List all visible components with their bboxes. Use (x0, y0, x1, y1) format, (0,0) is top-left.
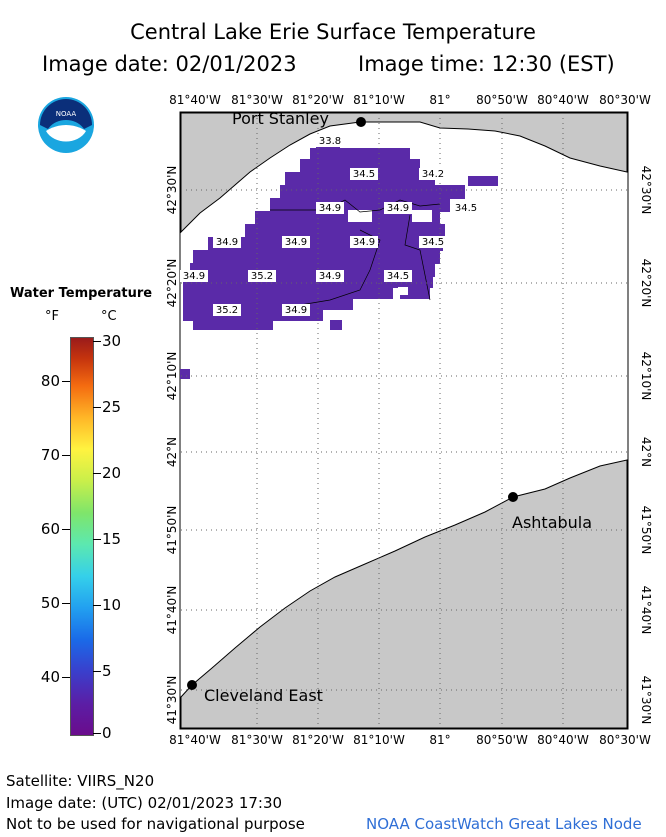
svg-text:42°10'N: 42°10'N (165, 352, 179, 401)
svg-text:42°30'N: 42°30'N (165, 166, 179, 215)
svg-text:33.8: 33.8 (319, 136, 341, 147)
svg-text:41°40'N: 41°40'N (165, 586, 179, 635)
lat-labels: 42°30'N 42°20'N 42°10'N 42°N 41°50'N 41°… (165, 166, 653, 725)
c-label-0: 0 (102, 724, 112, 742)
color-scale-bar (70, 337, 94, 736)
ashtabula-label: Ashtabula (512, 513, 592, 532)
svg-text:41°50'N: 41°50'N (639, 506, 653, 555)
svg-text:81°: 81° (429, 93, 450, 107)
svg-text:34.9: 34.9 (183, 271, 205, 282)
svg-text:34.5: 34.5 (353, 169, 375, 180)
svg-text:41°30'N: 41°30'N (165, 676, 179, 725)
svg-text:42°20'N: 42°20'N (639, 259, 653, 308)
land-south (180, 459, 628, 729)
svg-text:80°50'W: 80°50'W (476, 93, 528, 107)
temperature-labels: 33.8 34.5 34.2 34.9 34.9 34.5 34.9 34.9 … (180, 135, 480, 316)
svg-text:34.2: 34.2 (422, 169, 444, 180)
svg-text:81°10'W: 81°10'W (353, 733, 405, 747)
city-labels: Port Stanley Ashtabula Cleveland East (204, 109, 592, 705)
legend-unit-c: °C (101, 309, 117, 324)
svg-text:42°N: 42°N (165, 437, 179, 467)
f-label-80: 80 (40, 372, 60, 390)
lake-map: 81°40'W 81°30'W 81°20'W 81°10'W 81° 80°5… (165, 93, 653, 747)
svg-text:34.9: 34.9 (319, 203, 341, 214)
satellite-info: Satellite: VIIRS_N20 (6, 772, 155, 790)
f-label-60: 60 (40, 520, 60, 538)
svg-text:42°30'N: 42°30'N (639, 166, 653, 215)
c-label-30: 30 (102, 332, 122, 350)
noaa-logo: NOAA (38, 97, 94, 153)
svg-text:81°10'W: 81°10'W (353, 93, 405, 107)
svg-text:80°30'W: 80°30'W (599, 93, 651, 107)
c-label-15: 15 (102, 530, 122, 548)
svg-text:81°20'W: 81°20'W (292, 93, 344, 107)
f-label-50: 50 (40, 594, 60, 612)
svg-text:35.2: 35.2 (216, 305, 238, 316)
svg-text:41°40'N: 41°40'N (639, 586, 653, 635)
svg-text:34.9: 34.9 (216, 237, 238, 248)
svg-text:81°: 81° (429, 733, 450, 747)
svg-text:80°50'W: 80°50'W (476, 733, 528, 747)
svg-text:34.9: 34.9 (319, 271, 341, 282)
svg-text:34.5: 34.5 (387, 271, 409, 282)
land-north (180, 112, 628, 234)
city-markers (187, 117, 518, 690)
svg-text:34.9: 34.9 (285, 305, 307, 316)
c-label-10: 10 (102, 596, 122, 614)
lon-labels: 81°40'W 81°30'W 81°20'W 81°10'W 81° 80°5… (169, 93, 651, 747)
svg-text:81°40'W: 81°40'W (169, 733, 221, 747)
svg-text:34.5: 34.5 (455, 203, 477, 214)
image-date: Image date: 02/01/2023 (42, 52, 297, 76)
svg-text:80°40'W: 80°40'W (537, 733, 589, 747)
svg-text:80°40'W: 80°40'W (537, 93, 589, 107)
cleveland-east-label: Cleveland East (204, 686, 323, 705)
svg-text:41°30'N: 41°30'N (639, 676, 653, 725)
port-stanley-label: Port Stanley (232, 109, 329, 128)
port-stanley-marker (356, 117, 366, 127)
image-time: Image time: 12:30 (EST) (358, 52, 615, 76)
f-label-70: 70 (40, 446, 60, 464)
svg-text:42°20'N: 42°20'N (165, 259, 179, 308)
svg-text:34.9: 34.9 (353, 237, 375, 248)
legend-unit-f: °F (45, 309, 59, 324)
ashtabula-marker (508, 492, 518, 502)
svg-text:42°10'N: 42°10'N (639, 352, 653, 401)
svg-text:81°40'W: 81°40'W (169, 93, 221, 107)
legend-title: Water Temperature (10, 286, 153, 301)
svg-text:81°30'W: 81°30'W (231, 93, 283, 107)
svg-text:81°30'W: 81°30'W (231, 733, 283, 747)
svg-text:NOAA: NOAA (56, 110, 77, 118)
utc-date: Image date: (UTC) 02/01/2023 17:30 (6, 794, 283, 812)
svg-text:34.9: 34.9 (387, 203, 409, 214)
svg-text:41°50'N: 41°50'N (165, 506, 179, 555)
c-label-20: 20 (102, 464, 122, 482)
disclaimer: Not to be used for navigational purpose (6, 815, 305, 833)
map-title: Central Lake Erie Surface Temperature (130, 20, 536, 44)
c-label-25: 25 (102, 398, 122, 416)
svg-text:35.2: 35.2 (251, 271, 273, 282)
f-label-40: 40 (40, 668, 60, 686)
noaa-node-link[interactable]: NOAA CoastWatch Great Lakes Node (366, 815, 642, 833)
svg-text:34.9: 34.9 (285, 237, 307, 248)
cleveland-east-marker (187, 680, 197, 690)
svg-text:42°N: 42°N (639, 437, 653, 467)
svg-text:80°30'W: 80°30'W (599, 733, 651, 747)
c-label-5: 5 (102, 662, 112, 680)
svg-text:34.5: 34.5 (422, 237, 444, 248)
svg-text:81°20'W: 81°20'W (292, 733, 344, 747)
